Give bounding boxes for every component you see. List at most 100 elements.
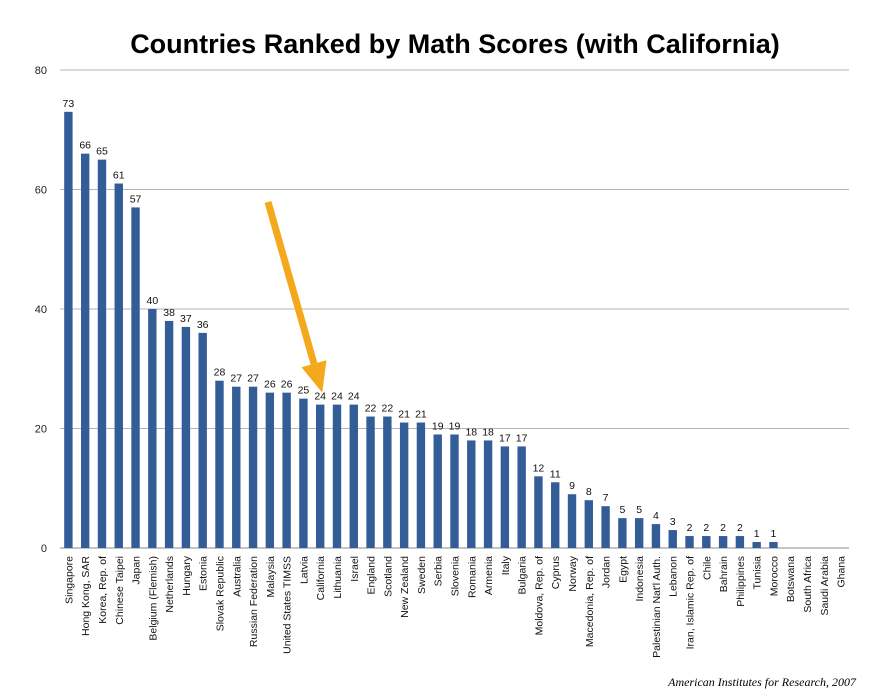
bar [702, 536, 711, 548]
x-tick-label: Iran, Islamic Rep. of [685, 556, 697, 649]
x-tick-label: Tunisia [752, 556, 764, 590]
data-label: 11 [550, 468, 561, 480]
bar [232, 386, 241, 548]
y-axis-ticks: 0 20 40 60 80 [35, 65, 47, 555]
data-label: 24 [314, 391, 326, 403]
x-tick-label: Indonesia [634, 556, 646, 602]
bar [584, 500, 593, 548]
bar [752, 542, 761, 548]
arrow-head [301, 360, 327, 393]
bar [131, 207, 140, 549]
data-label: 12 [533, 462, 545, 474]
data-label: 2 [703, 522, 709, 534]
data-label: 57 [130, 193, 142, 205]
bar [769, 542, 778, 548]
x-tick-label: New Zealand [399, 556, 411, 618]
x-tick-label: Norway [567, 555, 579, 591]
x-tick-label: Egypt [617, 556, 629, 583]
data-label: 3 [670, 516, 676, 528]
x-tick-label: England [366, 556, 378, 595]
y-tick-label: 60 [35, 185, 47, 197]
x-tick-label: Ghana [836, 556, 848, 588]
bar [735, 536, 745, 548]
x-axis-ticks: Singapore Hong Kong, SAR Korea, Rep. of Chi… [63, 555, 847, 658]
bar [618, 518, 627, 548]
x-tick-label: Jordan [601, 556, 613, 588]
x-tick-label: Romania [466, 556, 478, 598]
data-label: 19 [449, 420, 461, 432]
data-label: 18 [465, 426, 477, 438]
data-label: 24 [348, 391, 360, 403]
bar [668, 530, 677, 548]
x-tick-label: Moldova, Rep. of [533, 556, 545, 635]
data-label: 17 [499, 432, 511, 444]
bar [567, 494, 577, 548]
data-label: 28 [214, 367, 226, 379]
bar [299, 398, 308, 548]
bar [634, 518, 644, 548]
highlight-arrow [264, 201, 327, 393]
data-label: 18 [482, 426, 494, 438]
bar [601, 506, 610, 548]
bar [534, 476, 543, 548]
data-label: 22 [382, 403, 394, 415]
y-tick-label: 40 [35, 304, 47, 316]
data-label: 36 [197, 319, 209, 331]
data-label: 27 [230, 373, 242, 385]
x-tick-label: Slovak Republic [214, 556, 226, 631]
bar [450, 434, 459, 548]
x-tick-label: California [315, 556, 327, 601]
bar [416, 422, 426, 548]
bar [265, 392, 275, 548]
data-label: 65 [96, 146, 108, 158]
data-label: 1 [771, 528, 777, 540]
x-tick-label: Sweden [416, 556, 428, 594]
bar [651, 524, 661, 548]
bar [248, 386, 258, 548]
bar [198, 332, 207, 548]
data-label: 9 [569, 480, 575, 492]
x-tick-label: Israel [349, 556, 361, 582]
x-tick-label: Saudi Arabia [819, 556, 831, 616]
y-tick-label: 20 [35, 424, 47, 436]
bar [97, 159, 107, 548]
y-tick-label: 80 [35, 65, 47, 77]
data-label: 27 [247, 373, 259, 385]
source-note: American Institutes for Research, 2007 [667, 675, 857, 689]
bar [114, 183, 123, 548]
bar [433, 434, 442, 548]
bar [685, 536, 694, 548]
arrow-shaft [264, 201, 318, 365]
data-label: 22 [365, 403, 377, 415]
data-label: 26 [264, 379, 276, 391]
data-label: 4 [653, 510, 659, 522]
data-label: 2 [687, 522, 693, 534]
data-label: 5 [619, 504, 625, 516]
data-label: 2 [720, 522, 726, 534]
x-tick-label: Hungary [181, 555, 193, 595]
data-label: 26 [281, 379, 293, 391]
bar [500, 446, 510, 548]
data-label: 38 [163, 307, 175, 319]
x-tick-label: Morocco [768, 556, 780, 596]
data-label: 21 [415, 409, 427, 421]
data-label: 17 [516, 432, 528, 444]
x-tick-label: Philippines [735, 556, 747, 607]
y-tick-label: 0 [41, 543, 47, 555]
bar [316, 404, 325, 548]
data-label: 24 [331, 391, 343, 403]
x-tick-label: Scotland [382, 556, 394, 597]
bar [483, 440, 493, 548]
x-tick-label: Italy [500, 555, 512, 575]
data-label: 19 [432, 420, 444, 432]
bar [148, 309, 157, 548]
x-tick-label: Palestinian Nat'l Auth. [651, 556, 663, 658]
bar [215, 380, 224, 548]
data-label: 1 [754, 528, 760, 540]
x-tick-label: Serbia [433, 556, 445, 587]
data-label: 2 [737, 522, 743, 534]
x-tick-label: Latvia [298, 556, 310, 584]
data-label: 37 [180, 313, 192, 325]
x-tick-label: Armenia [483, 556, 495, 595]
